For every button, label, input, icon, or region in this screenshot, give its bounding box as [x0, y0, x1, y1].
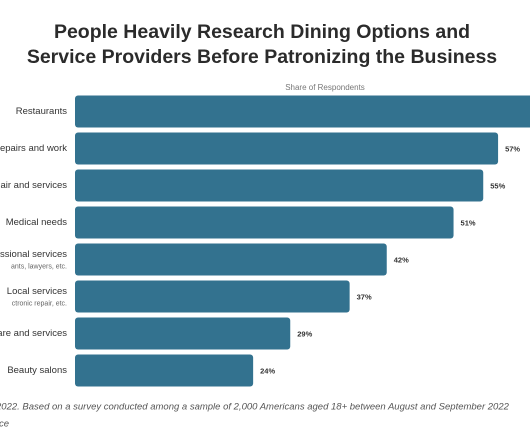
bar — [75, 243, 387, 276]
category-label: essional services — [0, 249, 67, 260]
category-sublabel: ants, lawyers, etc. — [11, 263, 67, 270]
value-label: 51% — [461, 218, 476, 227]
value-label: 57% — [505, 144, 520, 153]
value-label: 29% — [297, 329, 312, 338]
category-label: air and services — [0, 180, 67, 191]
category-label: Local services — [7, 286, 67, 297]
bar — [75, 317, 291, 350]
category-label: Medical needs — [6, 217, 68, 228]
bar — [75, 169, 484, 202]
bar — [75, 132, 499, 165]
category-label: are and services — [0, 328, 67, 339]
value-label: 24% — [260, 366, 275, 375]
chart-title: Service Providers Before Patronizing the… — [27, 46, 497, 68]
category-sublabel: ctronic repair, etc. — [12, 300, 67, 307]
category-label: Restaurants — [16, 106, 67, 117]
bar — [75, 354, 254, 387]
bar — [75, 95, 530, 128]
value-label: 37% — [357, 292, 372, 301]
bar — [75, 206, 454, 239]
category-label: epairs and work — [0, 143, 67, 154]
footnote: 2022. Based on a survey conducted among … — [0, 402, 510, 413]
axis-label: Share of Respondents — [285, 83, 365, 92]
value-label: 42% — [394, 255, 409, 264]
bar — [75, 280, 350, 313]
footnote: ce — [0, 419, 9, 430]
chart-title: People Heavily Research Dining Options a… — [54, 21, 470, 43]
category-label: Beauty salons — [7, 365, 67, 376]
value-label: 55% — [490, 181, 505, 190]
